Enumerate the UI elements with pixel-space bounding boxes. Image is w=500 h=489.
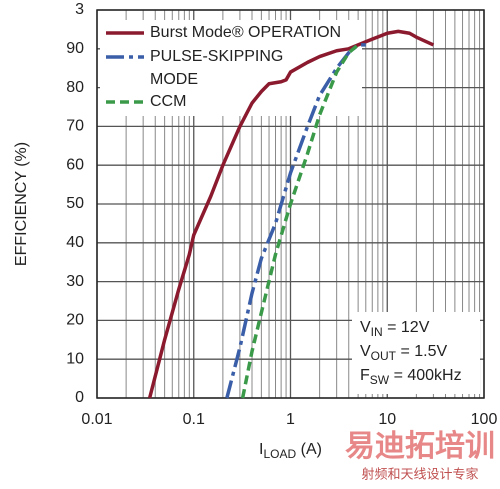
y-tick-label: 40 xyxy=(66,234,84,251)
x-tick-label: 0.01 xyxy=(81,411,112,428)
watermark: 易迪拓培训 xyxy=(345,429,495,463)
annotation: VIN = 12V xyxy=(360,319,430,339)
x-tick-label: 1 xyxy=(286,411,295,428)
annotation-rest: = 1.5V xyxy=(396,343,447,360)
annotation-sub: IN xyxy=(371,325,383,339)
series-line xyxy=(147,29,435,399)
annotation-main: V xyxy=(360,319,371,336)
watermark-sub: 射频和天线设计专家 xyxy=(361,466,478,481)
y-tick-label: 10 xyxy=(66,350,84,367)
annotation: VOUT = 1.5V xyxy=(360,343,447,363)
y-tick-label: 50 xyxy=(66,195,84,212)
x-axis-label-main: I xyxy=(259,441,263,458)
y-tick-label: 70 xyxy=(66,118,84,135)
legend-label-line: PULSE-SKIPPING xyxy=(150,48,283,65)
y-tick-label: 3 xyxy=(75,1,84,18)
y-axis-label: EFFICIENCY (%) xyxy=(13,142,30,266)
y-tick-label: 20 xyxy=(66,312,84,329)
annotation-rest: = 400kHz xyxy=(389,367,461,384)
y-tick-label: 90 xyxy=(66,40,84,57)
annotation-main: F xyxy=(360,367,370,384)
annotation-sub: SW xyxy=(370,373,390,387)
legend-label-line: MODE xyxy=(150,71,198,88)
plot-frame xyxy=(96,9,485,399)
y-tick-label: 0 xyxy=(75,389,84,406)
annotation-box xyxy=(352,312,480,394)
y-tick-label: 80 xyxy=(66,79,84,96)
legend-label: CCM xyxy=(150,93,186,110)
annotation: FSW = 400kHz xyxy=(360,367,462,387)
legend-label: Burst Mode® OPERATION xyxy=(150,24,341,41)
x-tick-label: 100 xyxy=(471,411,498,428)
y-tick-label: 60 xyxy=(66,156,84,173)
x-axis-label: ILOAD (A) xyxy=(259,441,322,461)
x-axis-label-sub: LOAD xyxy=(263,447,296,461)
x-tick-label: 0.1 xyxy=(183,411,205,428)
y-tick-label: 30 xyxy=(66,273,84,290)
x-tick-label: 10 xyxy=(378,411,396,428)
x-axis-label-rest: (A) xyxy=(296,441,322,458)
annotation-sub: OUT xyxy=(371,349,397,363)
series-line xyxy=(240,43,360,399)
series-line xyxy=(225,43,366,399)
annotation-rest: = 12V xyxy=(383,319,430,336)
annotation-main: V xyxy=(360,343,371,360)
legend-label: PULSE-SKIPPING MODE xyxy=(150,48,283,88)
